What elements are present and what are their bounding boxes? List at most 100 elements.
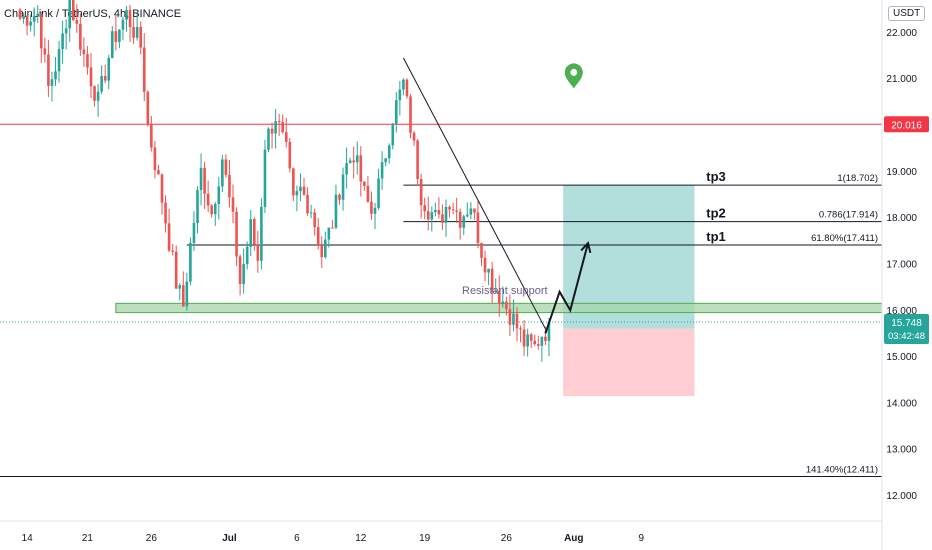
candle-body[interactable]	[341, 174, 345, 200]
map-pin-icon[interactable]	[564, 63, 583, 89]
candle-body[interactable]	[334, 194, 338, 228]
projection-path[interactable]	[544, 242, 589, 334]
candle-body[interactable]	[366, 185, 370, 202]
candle-body[interactable]	[121, 19, 125, 30]
candle-body[interactable]	[540, 336, 544, 346]
candle-body[interactable]	[451, 209, 455, 211]
candle-body[interactable]	[416, 140, 419, 180]
candle-body[interactable]	[256, 244, 260, 261]
candle-body[interactable]	[245, 246, 249, 265]
candle-body[interactable]	[338, 194, 341, 200]
candle-body[interactable]	[512, 313, 515, 325]
candle-body[interactable]	[409, 96, 412, 133]
candle-body[interactable]	[68, 0, 71, 29]
candle-body[interactable]	[107, 58, 111, 81]
candle-body[interactable]	[320, 245, 324, 258]
candle-body[interactable]	[160, 174, 164, 203]
candle-body[interactable]	[71, 0, 75, 21]
candle-body[interactable]	[128, 9, 132, 28]
candle-body[interactable]	[224, 159, 228, 175]
stop-loss-zone[interactable]	[563, 328, 695, 396]
candle-body[interactable]	[267, 128, 270, 150]
candle-body[interactable]	[242, 264, 245, 284]
candle-body[interactable]	[302, 186, 306, 195]
candle-body[interactable]	[466, 214, 469, 217]
candle-body[interactable]	[469, 208, 473, 215]
candle-body[interactable]	[412, 132, 416, 141]
candle-body[interactable]	[36, 13, 40, 17]
candle-body[interactable]	[185, 281, 189, 307]
candle-body[interactable]	[437, 210, 441, 215]
candle-body[interactable]	[277, 121, 281, 123]
candle-body[interactable]	[402, 79, 405, 90]
candle-body[interactable]	[50, 79, 54, 86]
candle-body[interactable]	[114, 31, 118, 42]
candle-body[interactable]	[505, 301, 508, 310]
candle-body[interactable]	[426, 211, 430, 220]
candle-body[interactable]	[260, 206, 263, 261]
candle-body[interactable]	[199, 167, 203, 191]
candle-body[interactable]	[292, 168, 295, 196]
candle-body[interactable]	[61, 33, 64, 50]
candle-body[interactable]	[444, 206, 448, 223]
candle-body[interactable]	[29, 21, 32, 26]
candle-body[interactable]	[352, 160, 355, 163]
candle-body[interactable]	[533, 340, 537, 345]
candle-body[interactable]	[221, 159, 224, 187]
candle-body[interactable]	[462, 216, 466, 228]
candle-body[interactable]	[40, 13, 43, 49]
candle-body[interactable]	[313, 212, 316, 228]
candle-body[interactable]	[22, 16, 25, 19]
candle-body[interactable]	[54, 71, 57, 80]
candle-body[interactable]	[89, 67, 93, 87]
candle-body[interactable]	[544, 336, 547, 341]
candle-body[interactable]	[363, 181, 366, 186]
candle-body[interactable]	[295, 191, 299, 196]
candle-body[interactable]	[270, 128, 274, 134]
candle-body[interactable]	[373, 207, 377, 214]
candle-body[interactable]	[405, 79, 409, 97]
candle-body[interactable]	[167, 223, 171, 251]
candle-body[interactable]	[476, 212, 480, 244]
candle-body[interactable]	[391, 123, 395, 146]
candle-body[interactable]	[253, 219, 256, 245]
candle-body[interactable]	[64, 28, 68, 34]
candle-body[interactable]	[213, 203, 217, 215]
candle-body[interactable]	[327, 227, 331, 240]
candle-body[interactable]	[196, 190, 199, 224]
candle-body[interactable]	[441, 214, 444, 223]
candle-body[interactable]	[490, 268, 494, 293]
candle-body[interactable]	[100, 75, 103, 92]
candle-body[interactable]	[395, 100, 398, 124]
candle-body[interactable]	[157, 170, 160, 175]
candle-body[interactable]	[150, 123, 153, 148]
candle-body[interactable]	[306, 194, 309, 214]
candle-body[interactable]	[316, 227, 320, 246]
candle-body[interactable]	[387, 145, 391, 159]
candle-body[interactable]	[284, 132, 288, 142]
candle-body[interactable]	[299, 186, 302, 192]
candle-body[interactable]	[32, 16, 36, 22]
candle-body[interactable]	[345, 163, 348, 175]
candle-body[interactable]	[96, 91, 100, 101]
candle-body[interactable]	[419, 179, 423, 206]
candle-body[interactable]	[82, 49, 86, 55]
candle-body[interactable]	[231, 197, 235, 212]
candle-body[interactable]	[547, 321, 551, 341]
candle-body[interactable]	[217, 186, 221, 204]
candle-body[interactable]	[118, 29, 121, 42]
candle-body[interactable]	[189, 243, 192, 282]
candle-body[interactable]	[171, 250, 174, 252]
candle-body[interactable]	[164, 202, 167, 224]
candle-body[interactable]	[57, 49, 61, 72]
candle-body[interactable]	[309, 212, 313, 214]
candle-body[interactable]	[430, 212, 434, 220]
candle-body[interactable]	[210, 205, 213, 215]
candle-body[interactable]	[398, 89, 402, 101]
candle-body[interactable]	[47, 54, 50, 86]
candle-body[interactable]	[384, 158, 387, 163]
candle-body[interactable]	[249, 219, 253, 247]
candle-body[interactable]	[324, 239, 327, 258]
candle-body[interactable]	[192, 223, 196, 244]
candle-body[interactable]	[86, 54, 89, 68]
